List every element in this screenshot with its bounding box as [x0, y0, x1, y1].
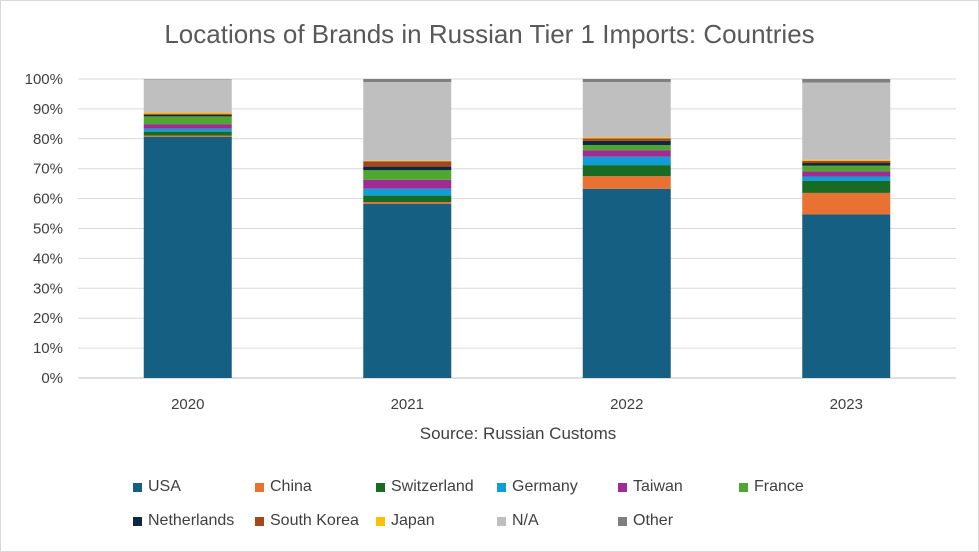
- bar-segment-china: [143, 135, 232, 137]
- bar-segment-switzerland: [363, 195, 452, 203]
- y-tick-label: 70%: [33, 161, 63, 178]
- y-tick-label: 40%: [33, 250, 63, 267]
- bar-segment-n-a: [582, 81, 671, 138]
- bar-segment-south-korea: [363, 161, 452, 167]
- y-tick-label: 90%: [33, 101, 63, 118]
- bar-segment-south-korea: [143, 113, 232, 115]
- bar-segment-france: [802, 165, 891, 172]
- y-tick-label: 10%: [33, 340, 63, 357]
- bar-segment-japan: [143, 112, 232, 114]
- chart-title: Locations of Brands in Russian Tier 1 Im…: [164, 19, 815, 49]
- x-axis-label: Source: Russian Customs: [419, 424, 617, 443]
- y-tick-label: 100%: [25, 71, 63, 88]
- bar-segment-germany: [582, 156, 671, 166]
- bar-segment-south-korea: [582, 138, 671, 141]
- bar-segment-taiwan: [802, 171, 891, 177]
- y-tick-label: 20%: [33, 310, 63, 327]
- bar-segment-switzerland: [582, 165, 671, 177]
- bar-segment-netherlands: [363, 166, 452, 171]
- bar-segment-france: [363, 170, 452, 180]
- bar-segment-taiwan: [582, 150, 671, 157]
- bar-segment-germany: [802, 176, 891, 181]
- bar-segment-china: [802, 192, 891, 215]
- bar-segment-france: [582, 145, 671, 151]
- bar-segment-france: [143, 116, 232, 125]
- bar-segment-germany: [143, 128, 232, 132]
- bar-segment-usa: [582, 188, 671, 378]
- bar-segment-other: [582, 79, 671, 82]
- x-tick-label: 2023: [830, 396, 863, 413]
- bar-segment-n-a: [363, 81, 452, 161]
- bar-segment-netherlands: [802, 163, 891, 166]
- y-tick-label: 60%: [33, 191, 63, 208]
- bar-segment-china: [582, 176, 671, 189]
- bar-segment-n-a: [143, 79, 232, 113]
- x-tick-label: 2020: [171, 396, 204, 413]
- bar-segment-other: [802, 79, 891, 83]
- x-tick-label: 2022: [610, 396, 643, 413]
- bar-segment-switzerland: [143, 131, 232, 136]
- bar-segment-switzerland: [802, 180, 891, 193]
- bar-segment-usa: [802, 214, 891, 378]
- bar-segment-taiwan: [143, 124, 232, 129]
- y-tick-label: 0%: [41, 370, 63, 387]
- bar-segment-china: [363, 202, 452, 204]
- bar-segment-south-korea: [802, 160, 891, 164]
- bar-segment-usa: [363, 203, 452, 378]
- bar-segment-japan: [363, 160, 452, 162]
- bar-segment-netherlands: [143, 114, 232, 117]
- bar-segment-other: [363, 79, 452, 82]
- bar-segment-japan: [582, 137, 671, 139]
- bar-segment-netherlands: [582, 140, 671, 146]
- bar-segment-taiwan: [363, 179, 452, 189]
- y-tick-label: 50%: [33, 221, 63, 238]
- bar-segment-japan: [802, 159, 891, 161]
- bar-segment-n-a: [802, 82, 891, 160]
- bar-segment-usa: [143, 136, 232, 378]
- x-tick-label: 2021: [391, 396, 424, 413]
- bar-segment-germany: [363, 188, 452, 196]
- y-tick-label: 30%: [33, 280, 63, 297]
- y-tick-label: 80%: [33, 131, 63, 148]
